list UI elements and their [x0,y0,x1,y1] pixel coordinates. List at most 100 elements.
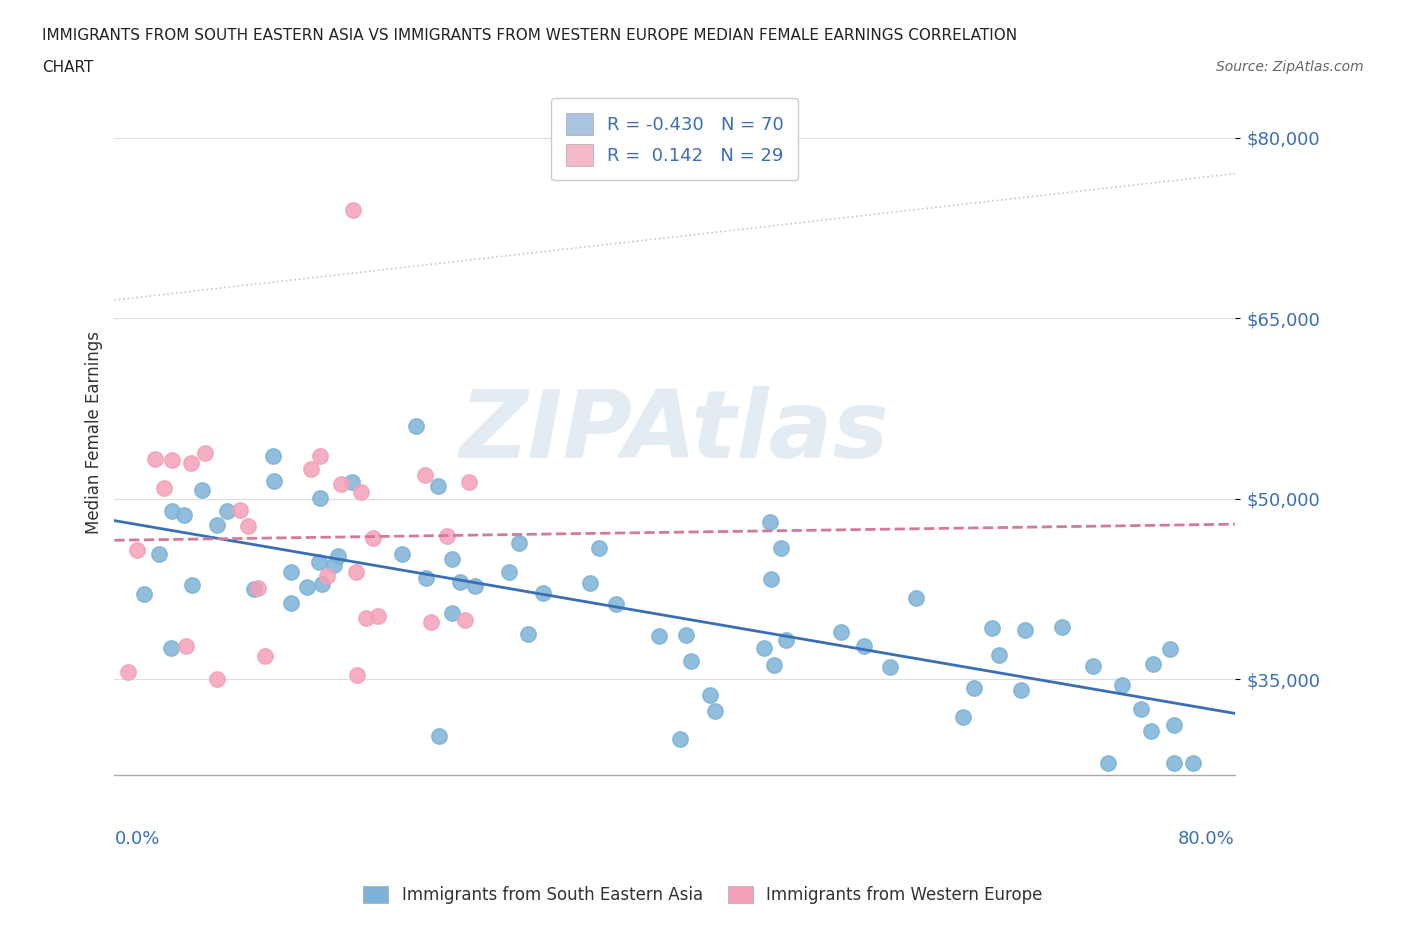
Point [853,638,876,653]
Point [181,578,204,592]
Point [1097,756,1119,771]
Point [531,585,554,600]
Point [194,445,217,460]
Point [441,605,464,620]
Point [152,481,174,496]
Point [1111,678,1133,693]
Point [464,578,486,593]
Point [769,541,792,556]
Point [427,728,450,743]
Point [754,640,776,655]
Point [775,632,797,647]
Text: ZIPAtlas: ZIPAtlas [460,386,890,478]
Point [361,531,384,546]
Point [648,629,671,644]
Point [963,681,986,696]
Legend: Immigrants from South Eastern Asia, Immigrants from Western Europe: Immigrants from South Eastern Asia, Immi… [356,878,1050,912]
Point [449,574,471,589]
Point [579,576,602,591]
Point [453,612,475,627]
Point [415,571,437,586]
Point [295,579,318,594]
Point [205,671,228,686]
Text: IMMIGRANTS FROM SOUTH EASTERN ASIA VS IMMIGRANTS FROM WESTERN EUROPE MEDIAN FEMA: IMMIGRANTS FROM SOUTH EASTERN ASIA VS IM… [42,28,1018,43]
Point [426,478,449,493]
Point [329,476,352,491]
Point [1130,701,1153,716]
Text: 80.0%: 80.0% [1178,830,1234,847]
Point [236,518,259,533]
Point [1010,683,1032,698]
Point [1142,657,1164,671]
Point [1140,724,1163,738]
Point [173,507,195,522]
Point [132,587,155,602]
Point [588,540,610,555]
Point [405,418,427,433]
Point [342,203,364,218]
Point [759,514,782,529]
Point [1081,659,1104,674]
Point [280,565,302,579]
Point [458,474,481,489]
Point [981,621,1004,636]
Point [762,658,785,672]
Point [117,665,139,680]
Point [263,474,285,489]
Point [174,639,197,654]
Point [952,710,974,724]
Point [1159,642,1181,657]
Text: CHART: CHART [42,60,94,75]
Point [1050,619,1073,634]
Point [159,640,181,655]
Point [229,502,252,517]
Point [301,461,323,476]
Point [1014,623,1036,638]
Point [160,503,183,518]
Point [1163,718,1185,733]
Point [668,732,690,747]
Point [436,528,458,543]
Point [125,543,148,558]
Point [1181,755,1204,770]
Point [830,624,852,639]
Point [391,547,413,562]
Point [703,704,725,719]
Point [761,572,783,587]
Point [262,448,284,463]
Point [987,647,1010,662]
Point [308,554,330,569]
Point [675,628,697,643]
Point [904,591,927,605]
Point [350,485,373,499]
Point [508,536,530,551]
Point [679,653,702,668]
Point [440,551,463,566]
Point [367,608,389,623]
Point [413,468,436,483]
Text: 0.0%: 0.0% [114,830,160,847]
Y-axis label: Median Female Earnings: Median Female Earnings [86,331,103,534]
Point [879,659,901,674]
Point [143,451,166,466]
Point [180,456,202,471]
Point [328,548,350,563]
Point [605,596,627,611]
Point [344,565,367,579]
Point [243,581,266,596]
Point [316,569,339,584]
Point [246,581,269,596]
Point [309,449,332,464]
Point [148,547,170,562]
Point [323,557,346,572]
Point [517,627,540,642]
Point [1163,756,1185,771]
Point [217,504,239,519]
Point [340,474,363,489]
Point [253,648,276,663]
Text: Source: ZipAtlas.com: Source: ZipAtlas.com [1216,60,1364,74]
Point [207,517,229,532]
Point [309,490,332,505]
Point [356,611,378,626]
Point [498,565,520,579]
